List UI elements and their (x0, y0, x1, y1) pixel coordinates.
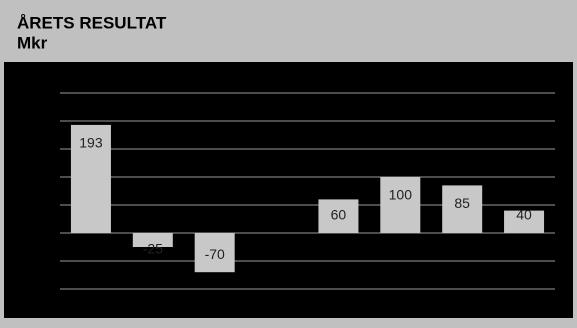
chart-title: ÅRETS RESULTAT (17, 13, 167, 32)
bar (132, 233, 173, 247)
data-label: 85 (454, 195, 470, 211)
bar (442, 185, 483, 233)
data-label: -70 (205, 246, 225, 262)
bar (380, 177, 421, 233)
chart-subtitle: Mkr (17, 33, 48, 52)
data-label: 100 (389, 187, 413, 203)
data-label: 40 (516, 207, 532, 223)
bar (70, 124, 111, 233)
data-label: 193 (79, 135, 103, 151)
data-label: 60 (331, 207, 347, 223)
data-label: -25 (143, 241, 163, 257)
bar (504, 210, 545, 233)
bar (194, 233, 235, 273)
bar (318, 199, 359, 233)
